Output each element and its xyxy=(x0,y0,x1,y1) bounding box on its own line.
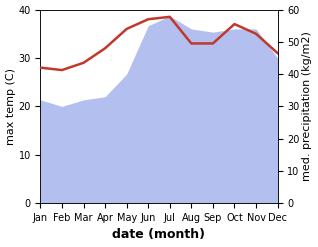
Y-axis label: max temp (C): max temp (C) xyxy=(5,68,16,145)
Y-axis label: med. precipitation (kg/m2): med. precipitation (kg/m2) xyxy=(302,31,313,181)
X-axis label: date (month): date (month) xyxy=(113,228,205,242)
